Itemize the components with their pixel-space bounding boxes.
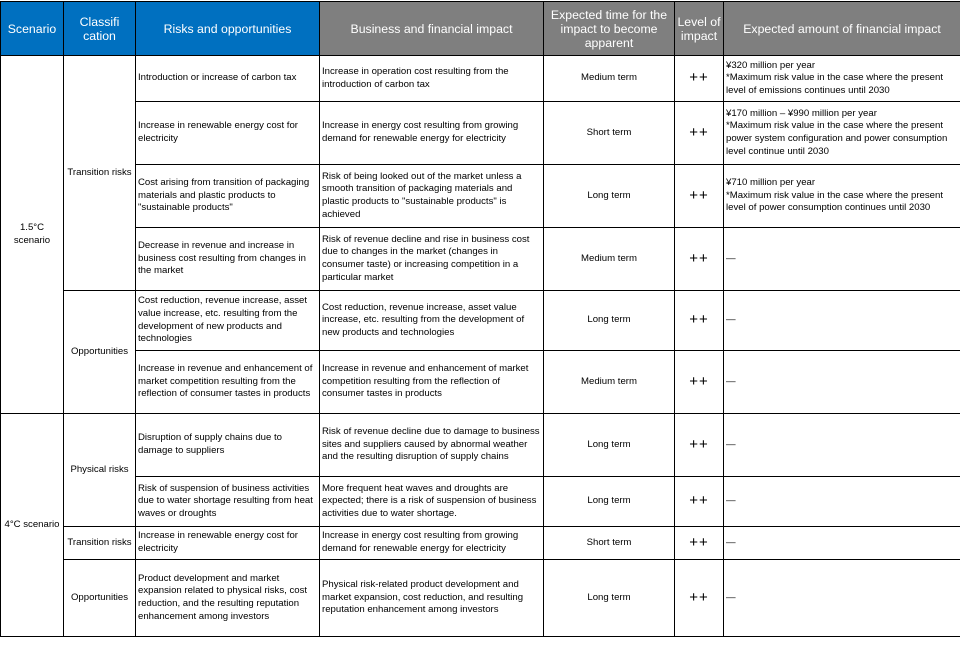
business-impact-cell: More frequent heat waves and droughts ar… — [320, 477, 544, 527]
time-cell: Long term — [544, 477, 675, 527]
header-risks: Risks and opportunities — [136, 2, 320, 56]
header-scenario: Scenario — [1, 2, 64, 56]
business-impact-cell: Increase in energy cost resulting from g… — [320, 102, 544, 165]
time-cell: Short term — [544, 527, 675, 560]
amount-value: — — [726, 592, 958, 605]
level-cell: ++ — [675, 527, 724, 560]
amount-cell: — — [724, 527, 960, 560]
business-impact-cell: Risk of revenue decline due to damage to… — [320, 414, 544, 477]
header-level: Level of impact — [675, 2, 724, 56]
level-cell: ++ — [675, 165, 724, 228]
amount-cell: — — [724, 414, 960, 477]
risk-cell: Product development and market expansion… — [136, 560, 320, 637]
business-impact-cell: Increase in operation cost resulting fro… — [320, 56, 544, 102]
business-impact-cell: Increase in energy cost resulting from g… — [320, 527, 544, 560]
table-row: Increase in renewable energy cost for el… — [1, 102, 960, 165]
business-impact-cell: Risk of being looked out of the market u… — [320, 165, 544, 228]
time-cell: Medium term — [544, 56, 675, 102]
level-cell: ++ — [675, 560, 724, 637]
classification-cell: Physical risks — [64, 414, 136, 527]
risk-cell: Increase in revenue and enhancement of m… — [136, 351, 320, 414]
amount-cell: — — [724, 477, 960, 527]
level-cell: ++ — [675, 56, 724, 102]
amount-value: ¥710 million per year — [726, 177, 958, 190]
classification-cell: Transition risks — [64, 527, 136, 560]
amount-cell: ¥170 million – ¥990 million per year*Max… — [724, 102, 960, 165]
amount-cell: — — [724, 291, 960, 351]
business-impact-cell: Increase in revenue and enhancement of m… — [320, 351, 544, 414]
amount-cell: ¥320 million per year*Maximum risk value… — [724, 56, 960, 102]
amount-value: — — [726, 253, 958, 266]
risk-cell: Cost reduction, revenue increase, asset … — [136, 291, 320, 351]
table-row: Cost arising from transition of packagin… — [1, 165, 960, 228]
time-cell: Long term — [544, 414, 675, 477]
risk-cell: Risk of suspension of business activitie… — [136, 477, 320, 527]
amount-value: — — [726, 537, 958, 550]
level-cell: ++ — [675, 414, 724, 477]
amount-cell: — — [724, 560, 960, 637]
amount-cell: — — [724, 228, 960, 291]
time-cell: Long term — [544, 560, 675, 637]
time-cell: Medium term — [544, 228, 675, 291]
amount-value: ¥320 million per year — [726, 60, 958, 73]
amount-value: — — [726, 495, 958, 508]
level-cell: ++ — [675, 351, 724, 414]
risk-cell: Decrease in revenue and increase in busi… — [136, 228, 320, 291]
header-row: Scenario Classifi cation Risks and oppor… — [1, 2, 960, 56]
amount-value: ¥170 million – ¥990 million per year — [726, 108, 958, 121]
level-cell: ++ — [675, 291, 724, 351]
amount-value: — — [726, 376, 958, 389]
classification-cell: Opportunities — [64, 291, 136, 414]
level-cell: ++ — [675, 477, 724, 527]
time-cell: Long term — [544, 165, 675, 228]
risk-cell: Cost arising from transition of packagin… — [136, 165, 320, 228]
time-cell: Long term — [544, 291, 675, 351]
risk-cell: Increase in renewable energy cost for el… — [136, 102, 320, 165]
table-row: Decrease in revenue and increase in busi… — [1, 228, 960, 291]
classification-cell: Transition risks — [64, 56, 136, 291]
table-row: Increase in revenue and enhancement of m… — [1, 351, 960, 414]
time-cell: Medium term — [544, 351, 675, 414]
header-classification: Classifi cation — [64, 2, 136, 56]
level-cell: ++ — [675, 102, 724, 165]
amount-cell: — — [724, 351, 960, 414]
amount-note: *Maximum risk value in the case where th… — [726, 72, 958, 97]
amount-value: — — [726, 314, 958, 327]
business-impact-cell: Risk of revenue decline and rise in busi… — [320, 228, 544, 291]
classification-cell: Opportunities — [64, 560, 136, 637]
time-cell: Short term — [544, 102, 675, 165]
amount-note: *Maximum risk value in the case where th… — [726, 190, 958, 215]
business-impact-cell: Cost reduction, revenue increase, asset … — [320, 291, 544, 351]
amount-note: *Maximum risk value in the case where th… — [726, 120, 958, 158]
amount-value: — — [726, 439, 958, 452]
level-cell: ++ — [675, 228, 724, 291]
scenario-cell: 4°C scenario — [1, 414, 64, 637]
table-row: Risk of suspension of business activitie… — [1, 477, 960, 527]
climate-risk-table: Scenario Classifi cation Risks and oppor… — [0, 1, 960, 637]
header-business-impact: Business and financial impact — [320, 2, 544, 56]
amount-cell: ¥710 million per year*Maximum risk value… — [724, 165, 960, 228]
header-amount: Expected amount of financial impact — [724, 2, 960, 56]
scenario-cell: 1.5°C scenario — [1, 56, 64, 414]
risk-cell: Disruption of supply chains due to damag… — [136, 414, 320, 477]
risk-cell: Increase in renewable energy cost for el… — [136, 527, 320, 560]
risk-cell: Introduction or increase of carbon tax — [136, 56, 320, 102]
header-time: Expected time for the impact to become a… — [544, 2, 675, 56]
business-impact-cell: Physical risk-related product developmen… — [320, 560, 544, 637]
